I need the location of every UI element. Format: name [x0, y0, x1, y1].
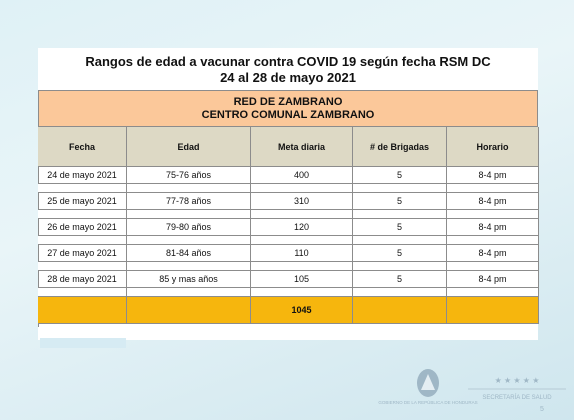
stars: ★ ★ ★ ★ ★: [495, 376, 540, 385]
table-cell: 27 de mayo 2021: [38, 245, 127, 262]
spacer-cell: [447, 210, 539, 219]
table-cell: 105: [251, 271, 353, 288]
spacer-cell: [251, 184, 353, 193]
title: Rangos de edad a vacunar contra COVID 19…: [85, 54, 491, 69]
page-number: 5: [540, 406, 544, 413]
total-spacer: [127, 297, 251, 324]
spacer-cell: [38, 184, 127, 193]
table-cell: 79-80 años: [127, 219, 251, 236]
spacer-cell: [447, 236, 539, 245]
column-header: Horario: [447, 127, 539, 167]
table-cell: 5: [353, 271, 447, 288]
spacer-cell: [447, 184, 539, 193]
table-cell: 8-4 pm: [447, 219, 539, 236]
network: RED DE ZAMBRANO: [233, 96, 343, 108]
column-header: Fecha: [38, 127, 127, 167]
spacer-cell: [127, 236, 251, 245]
table-cell: 85 y mas años: [127, 271, 251, 288]
ministry: SECRETARÍA DE SALUD: [482, 394, 552, 401]
column-header: Edad: [127, 127, 251, 167]
spacer-cell: [353, 210, 447, 219]
table-cell: 5: [353, 219, 447, 236]
column-header: # de Brigadas: [353, 127, 447, 167]
spacer-cell: [38, 236, 127, 245]
spacer-cell: [353, 288, 447, 297]
government: GOBIERNO DE LA REPÚBLICA DE HONDURAS: [378, 399, 477, 405]
table-cell: 24 de mayo 2021: [38, 167, 127, 184]
spacer-cell: [127, 210, 251, 219]
table-cell: 400: [251, 167, 353, 184]
spacer-cell: [38, 262, 127, 271]
table-card: Rangos de edad a vacunar contra COVID 19…: [38, 48, 539, 340]
spacer-cell: [127, 288, 251, 297]
total-value: 1045: [251, 297, 353, 324]
spacer-cell: [353, 262, 447, 271]
group-band: RED DE ZAMBRANO CENTRO COMUNAL ZAMBRANO: [38, 90, 538, 127]
table-cell: 8-4 pm: [447, 167, 539, 184]
table-cell: 310: [251, 193, 353, 210]
spacer-cell: [447, 288, 539, 297]
table-cell: 81-84 años: [127, 245, 251, 262]
total-spacer: [38, 297, 127, 324]
blank-bar: [40, 338, 126, 348]
table-cell: 8-4 pm: [447, 245, 539, 262]
table-cell: 25 de mayo 2021: [38, 193, 127, 210]
center: CENTRO COMUNAL ZAMBRANO: [201, 109, 375, 121]
table-cell: 5: [353, 167, 447, 184]
table-cell: 110: [251, 245, 353, 262]
table-cell: 28 de mayo 2021: [38, 271, 127, 288]
spacer-cell: [38, 210, 127, 219]
table-cell: 5: [353, 193, 447, 210]
spacer-cell: [447, 262, 539, 271]
spacer-cell: [353, 236, 447, 245]
spacer-cell: [251, 210, 353, 219]
spacer-cell: [353, 184, 447, 193]
column-header: Meta diaria: [251, 127, 353, 167]
spacer-cell: [251, 262, 353, 271]
table-cell: 120: [251, 219, 353, 236]
emblem-mark: [421, 374, 435, 390]
spacer-cell: [38, 288, 127, 297]
table-cell: 8-4 pm: [447, 271, 539, 288]
total-spacer: [447, 297, 539, 324]
spacer-cell: [251, 236, 353, 245]
spacer-cell: [127, 184, 251, 193]
spacer-cell: [127, 262, 251, 271]
table-cell: 77-78 años: [127, 193, 251, 210]
table-cell: 75-76 años: [127, 167, 251, 184]
total-spacer: [353, 297, 447, 324]
table: Fecha Edad Meta diaria # de Brigadas Horario…: [38, 127, 539, 327]
spacer-cell: [251, 288, 353, 297]
table-cell: 26 de mayo 2021: [38, 219, 127, 236]
table-cell: 5: [353, 245, 447, 262]
table-cell: 8-4 pm: [447, 193, 539, 210]
subtitle: 24 al 28 de mayo 2021: [220, 70, 356, 85]
